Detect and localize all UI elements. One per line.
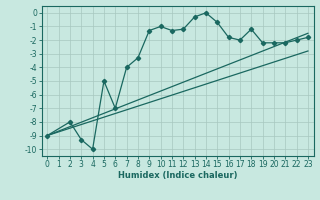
X-axis label: Humidex (Indice chaleur): Humidex (Indice chaleur) <box>118 171 237 180</box>
